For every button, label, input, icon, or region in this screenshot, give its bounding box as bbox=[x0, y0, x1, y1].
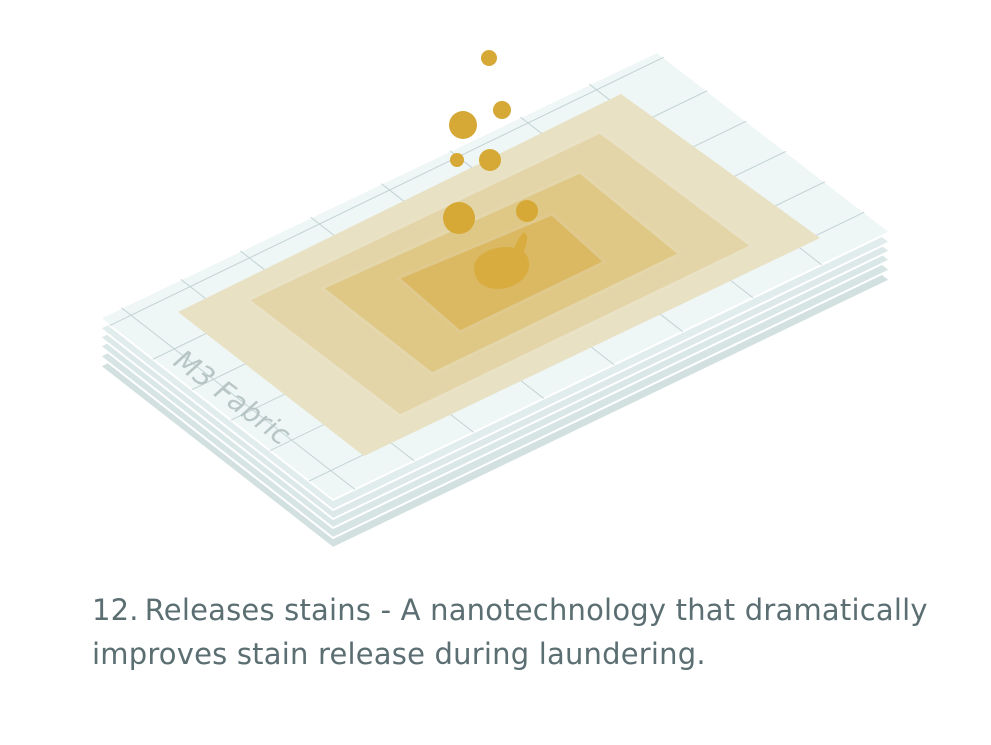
caption-line-1: 12. Releases stains - A nanotechnology th… bbox=[92, 588, 972, 632]
caption: 12. Releases stains - A nanotechnology th… bbox=[92, 588, 972, 676]
droplet bbox=[449, 111, 477, 139]
caption-number: 12. bbox=[92, 593, 139, 627]
droplet bbox=[479, 149, 501, 171]
stain-release-illustration: M3 Fabric bbox=[98, 50, 892, 550]
droplet bbox=[481, 50, 497, 66]
stain-core-drop bbox=[474, 232, 530, 289]
droplet bbox=[493, 101, 511, 119]
caption-line-2: improves stain release during laundering… bbox=[92, 637, 706, 671]
droplet bbox=[516, 200, 538, 222]
stain bbox=[178, 94, 820, 456]
droplet bbox=[450, 153, 464, 167]
droplet bbox=[443, 202, 475, 234]
droplets bbox=[443, 50, 538, 234]
caption-text-1: Releases stains - A nanotechnology that … bbox=[144, 593, 928, 627]
